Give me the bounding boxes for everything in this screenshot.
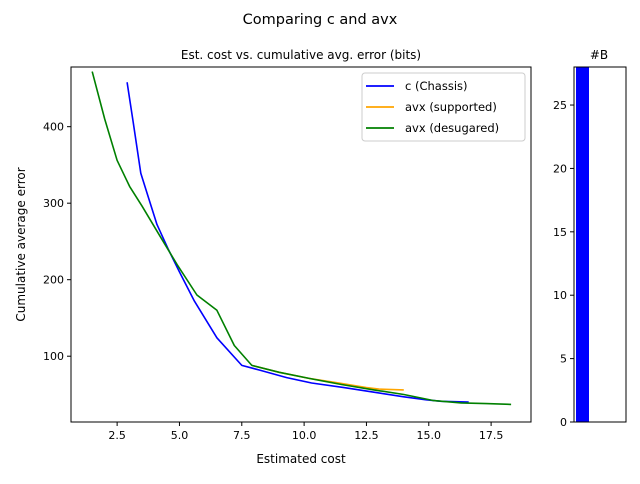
x-tick-label: 5.0 [171, 429, 189, 442]
x-tick-label: 10.0 [292, 429, 317, 442]
legend-label-3: avx (desugared) [405, 121, 499, 135]
main-y-axis-label: Cumulative average error [14, 167, 28, 321]
main-chart: Est. cost vs. cumulative avg. error (bit… [14, 48, 532, 466]
y-tick-label: 100 [43, 350, 64, 363]
side-y-tick-label: 10 [553, 289, 567, 302]
side-y-tick-label: 20 [553, 162, 567, 175]
side-plot-frame [573, 66, 627, 423]
main-plot-lines [91, 71, 512, 406]
side-chart-title: #B [590, 48, 608, 62]
side-y-tick-label: 5 [560, 353, 567, 366]
main-x-axis-label: Estimated cost [256, 452, 346, 466]
series-line-3 [91, 71, 512, 406]
side-y-tick-label: 25 [553, 99, 567, 112]
x-tick-label: 17.5 [479, 429, 504, 442]
figure-title: Comparing c and avx [243, 12, 398, 28]
main-chart-title: Est. cost vs. cumulative avg. error (bit… [181, 48, 421, 62]
side-chart: #B 0 5 10 15 20 25 [553, 48, 627, 429]
legend-label-1: c (Chassis) [405, 79, 468, 93]
main-y-ticks: 100 200 300 400 [43, 121, 71, 363]
x-tick-label: 7.5 [233, 429, 251, 442]
legend-label-2: avx (supported) [405, 100, 497, 114]
x-tick-label: 15.0 [417, 429, 442, 442]
legend: c (Chassis) avx (supported) avx (desugared… [361, 72, 526, 142]
x-tick-label: 2.5 [108, 429, 126, 442]
legend-box [361, 72, 526, 142]
bar-1 [576, 67, 589, 422]
x-tick-label: 12.5 [354, 429, 379, 442]
series-line-2 [251, 364, 404, 391]
side-y-tick-label: 0 [560, 416, 567, 429]
side-y-tick-label: 15 [553, 226, 567, 239]
y-tick-label: 300 [43, 197, 64, 210]
y-tick-label: 200 [43, 274, 64, 287]
series-line-1 [126, 82, 469, 403]
main-x-ticks: 2.5 5.0 7.5 10.0 12.5 15.0 17.5 [108, 422, 503, 442]
main-plot-frame [70, 66, 532, 423]
y-tick-label: 400 [43, 121, 64, 134]
side-y-ticks: 0 5 10 15 20 25 [553, 99, 574, 429]
